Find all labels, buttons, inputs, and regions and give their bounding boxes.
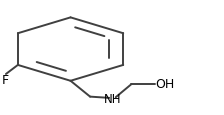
Text: OH: OH: [155, 77, 175, 90]
Text: F: F: [1, 73, 9, 86]
Text: NH: NH: [104, 92, 122, 105]
